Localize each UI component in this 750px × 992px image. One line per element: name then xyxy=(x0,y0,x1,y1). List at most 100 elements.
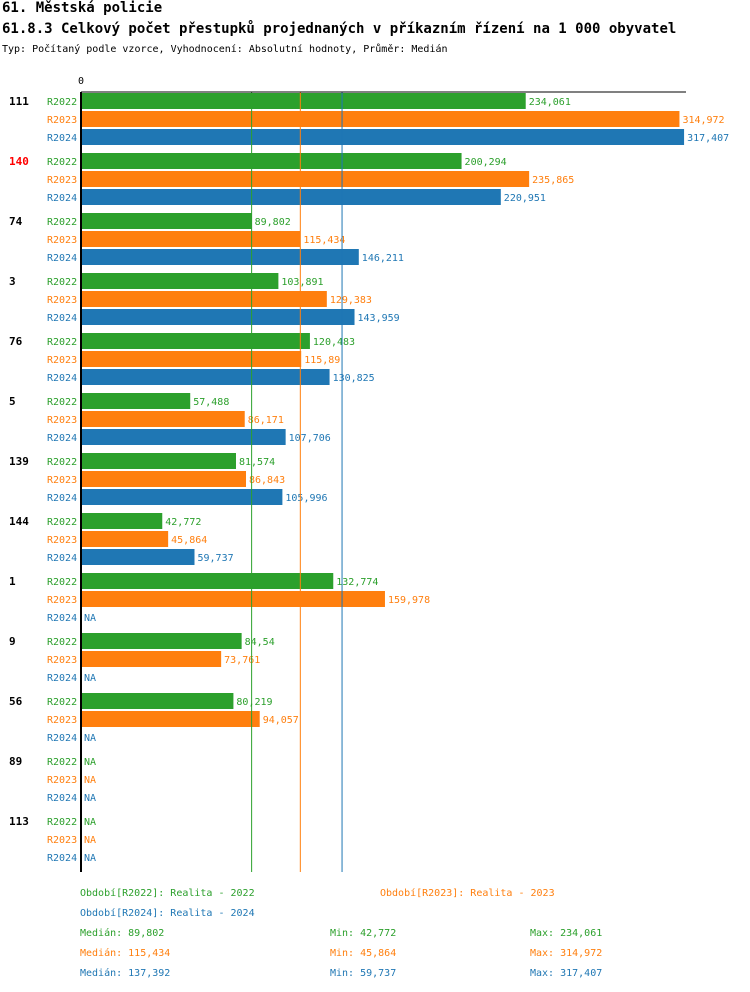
series-label: R2022 xyxy=(47,217,77,228)
data-label: 234,061 xyxy=(529,97,571,108)
bar xyxy=(81,471,247,487)
bar xyxy=(81,153,462,169)
group-label: 9 xyxy=(9,635,16,648)
data-label: 132,774 xyxy=(336,577,378,588)
data-label: 115,434 xyxy=(303,235,345,246)
bar xyxy=(81,693,234,709)
group-label: 76 xyxy=(9,335,23,348)
series-label: R2023 xyxy=(47,535,77,546)
bar xyxy=(81,369,330,385)
bar xyxy=(81,111,680,127)
bar xyxy=(81,531,169,547)
data-label: NA xyxy=(84,817,96,828)
series-label: R2024 xyxy=(47,493,77,504)
legend-median-2022: Medián: 89,802 xyxy=(80,928,165,939)
group-label: 113 xyxy=(9,815,29,828)
bar xyxy=(81,453,236,469)
series-label: R2023 xyxy=(47,355,77,366)
data-label: 73,761 xyxy=(224,655,260,666)
bar xyxy=(81,489,283,505)
data-label: NA xyxy=(84,613,96,624)
bar xyxy=(81,393,191,409)
group-label: 56 xyxy=(9,695,23,708)
data-label: NA xyxy=(84,793,96,804)
x-axis-zero-label: 0 xyxy=(78,76,84,87)
data-label: 84,54 xyxy=(245,637,275,648)
bar xyxy=(81,333,310,349)
bar xyxy=(81,291,327,307)
series-label: R2022 xyxy=(47,157,77,168)
series-label: R2022 xyxy=(47,697,77,708)
series-label: R2022 xyxy=(47,577,77,588)
bar xyxy=(81,93,526,109)
bar xyxy=(81,513,163,529)
series-label: R2024 xyxy=(47,133,77,144)
series-label: R2024 xyxy=(47,313,77,324)
series-label: R2024 xyxy=(47,193,77,204)
data-label: 115,89 xyxy=(304,355,340,366)
data-label: 57,488 xyxy=(193,397,229,408)
data-label: 146,211 xyxy=(362,253,404,264)
series-label: R2024 xyxy=(47,373,77,384)
legend-min-2022: Min: 42,772 xyxy=(330,928,397,939)
legend-period-2022: Období[R2022]: Realita - 2022 xyxy=(80,888,255,899)
bar xyxy=(81,351,302,367)
legend-period-2024: Období[R2024]: Realita - 2024 xyxy=(80,908,255,919)
series-label: R2022 xyxy=(47,517,77,528)
group-label: 139 xyxy=(9,455,29,468)
data-label: 80,219 xyxy=(236,697,272,708)
legend-median-2024: Medián: 137,392 xyxy=(80,968,171,979)
bar xyxy=(81,129,685,145)
series-label: R2024 xyxy=(47,553,77,564)
data-label: NA xyxy=(84,775,96,786)
data-label: 105,996 xyxy=(285,493,327,504)
data-label: 107,706 xyxy=(289,433,331,444)
series-label: R2024 xyxy=(47,673,77,684)
chart-subtitle: Typ: Počítaný podle vzorce, Vyhodnocení:… xyxy=(2,44,448,55)
bar xyxy=(81,171,530,187)
data-label: 200,294 xyxy=(465,157,507,168)
data-label: 235,865 xyxy=(532,175,574,186)
data-label: 86,171 xyxy=(248,415,284,426)
data-label: 94,057 xyxy=(263,715,299,726)
legend-period-2023: Období[R2023]: Realita - 2023 xyxy=(380,888,555,899)
bar xyxy=(81,231,301,247)
group-label: 140 xyxy=(9,155,29,168)
series-label: R2022 xyxy=(47,97,77,108)
legend-min-2023: Min: 45,864 xyxy=(330,948,397,959)
series-label: R2022 xyxy=(47,277,77,288)
series-label: R2023 xyxy=(47,415,77,426)
legend-max-2022: Max: 234,061 xyxy=(530,928,603,939)
data-label: 159,978 xyxy=(388,595,430,606)
series-label: R2024 xyxy=(47,433,77,444)
series-label: R2023 xyxy=(47,115,77,126)
series-label: R2022 xyxy=(47,457,77,468)
data-label: NA xyxy=(84,835,96,846)
bar xyxy=(81,189,501,205)
series-label: R2024 xyxy=(47,253,77,264)
bar xyxy=(81,411,245,427)
series-label: R2022 xyxy=(47,397,77,408)
series-label: R2023 xyxy=(47,475,77,486)
bar xyxy=(81,249,359,265)
bar xyxy=(81,591,385,607)
data-label: 314,972 xyxy=(682,115,724,126)
series-label: R2023 xyxy=(47,835,77,846)
group-label: 1 xyxy=(9,575,16,588)
data-label: 86,843 xyxy=(249,475,285,486)
legend-min-2024: Min: 59,737 xyxy=(330,968,397,979)
series-label: R2023 xyxy=(47,235,77,246)
bar-chart: 0 111 R2022 234,061 R2023 314,972 R2024 317,407… xyxy=(9,76,729,872)
chart-title: 61.8.3 Celkový počet přestupků projednan… xyxy=(2,21,677,37)
data-label: 89,802 xyxy=(255,217,291,228)
series-label: R2022 xyxy=(47,757,77,768)
series-label: R2023 xyxy=(47,295,77,306)
data-label: 129,383 xyxy=(330,295,372,306)
legend-max-2023: Max: 314,972 xyxy=(530,948,603,959)
group-label: 111 xyxy=(9,95,29,108)
series-label: R2024 xyxy=(47,793,77,804)
bar xyxy=(81,651,222,667)
series-label: R2023 xyxy=(47,775,77,786)
data-label: NA xyxy=(84,733,96,744)
bar xyxy=(81,549,195,565)
